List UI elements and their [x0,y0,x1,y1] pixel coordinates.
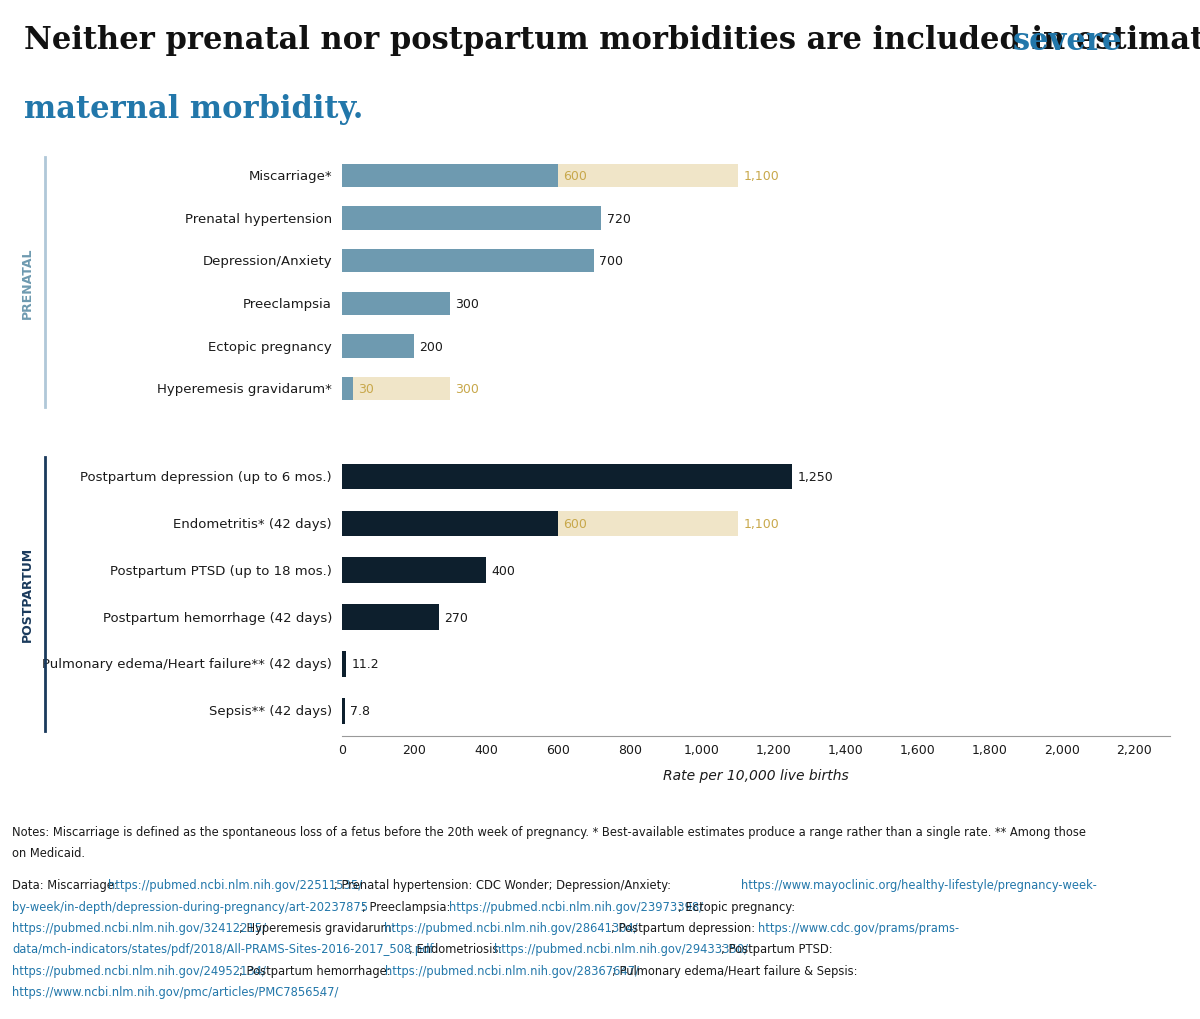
Text: data/mch-indicators/states/pdf/2018/All-PRAMS-Sites-2016-2017_508.pdf: data/mch-indicators/states/pdf/2018/All-… [12,943,433,956]
Text: 270: 270 [444,611,468,624]
Text: ; Endometriosis:: ; Endometriosis: [409,943,506,956]
Text: ; Hyperemesis gravidarum:: ; Hyperemesis gravidarum: [239,921,400,934]
Text: Hyperemesis gravidarum*: Hyperemesis gravidarum* [157,383,332,395]
Text: on Medicaid.: on Medicaid. [12,847,85,859]
Text: 300: 300 [455,298,479,311]
Text: Postpartum depression (up to 6 mos.): Postpartum depression (up to 6 mos.) [80,471,332,484]
Text: ; Prenatal hypertension: CDC Wonder; Depression/Anxiety:: ; Prenatal hypertension: CDC Wonder; Dep… [335,878,674,892]
Bar [342,292,450,316]
Text: https://pubmed.ncbi.nlm.nih.gov/24952134/: https://pubmed.ncbi.nlm.nih.gov/24952134… [12,964,266,977]
Bar [342,557,486,584]
Text: 11.2: 11.2 [352,657,379,671]
Text: ; Postpartum depression:: ; Postpartum depression: [611,921,758,934]
Text: by-week/in-depth/depression-during-pregnancy/art-20237875: by-week/in-depth/depression-during-pregn… [12,900,368,913]
Text: 7.8: 7.8 [350,704,371,717]
Bar [342,512,558,537]
Bar [342,465,792,490]
Text: https://pubmed.ncbi.nlm.nih.gov/22511535/: https://pubmed.ncbi.nlm.nih.gov/22511535… [108,878,362,892]
Text: 600: 600 [563,518,587,531]
Bar [342,378,450,401]
X-axis label: Rate per 10,000 live births: Rate per 10,000 live births [664,767,848,782]
Bar [342,250,594,273]
Bar [342,335,414,359]
Text: Data: Miscarriage:: Data: Miscarriage: [12,878,121,892]
Text: Miscarriage*: Miscarriage* [248,170,332,182]
Text: 300: 300 [455,383,479,395]
Text: 30: 30 [358,383,374,395]
Text: https://pubmed.ncbi.nlm.nih.gov/32412215/: https://pubmed.ncbi.nlm.nih.gov/32412215… [12,921,266,934]
Bar [342,207,601,230]
Text: Notes: Miscarriage is defined as the spontaneous loss of a fetus before the 20th: Notes: Miscarriage is defined as the spo… [12,825,1086,839]
Text: 1,100: 1,100 [743,518,779,531]
Text: ; Pulmonary edema/Heart failure & Sepsis:: ; Pulmonary edema/Heart failure & Sepsis… [612,964,857,977]
Bar [342,164,558,187]
Text: severe: severe [1013,25,1122,56]
Text: Postpartum hemorrhage (42 days): Postpartum hemorrhage (42 days) [103,611,332,624]
Text: 400: 400 [492,565,515,577]
Bar [342,698,344,723]
Text: 1,250: 1,250 [797,471,833,484]
Text: POSTPARTUM: POSTPARTUM [20,546,34,642]
Text: https://pubmed.ncbi.nlm.nih.gov/28641304/: https://pubmed.ncbi.nlm.nih.gov/28641304… [384,921,637,934]
Text: Prenatal hypertension: Prenatal hypertension [185,212,332,225]
Text: Depression/Anxiety: Depression/Anxiety [203,255,332,268]
Text: https://pubmed.ncbi.nlm.nih.gov/29433350/: https://pubmed.ncbi.nlm.nih.gov/29433350… [494,943,748,956]
Text: ; Postpartum PTSD:: ; Postpartum PTSD: [721,943,833,956]
Text: Sepsis** (42 days): Sepsis** (42 days) [209,704,332,717]
Text: ; Ectopic pregnancy:: ; Ectopic pregnancy: [678,900,794,913]
Bar [342,651,346,677]
Bar [342,604,439,631]
Text: 700: 700 [599,255,624,268]
Text: https://pubmed.ncbi.nlm.nih.gov/23973398/: https://pubmed.ncbi.nlm.nih.gov/23973398… [450,900,703,913]
Text: 200: 200 [420,340,443,354]
Text: ; Preeclampsia:: ; Preeclampsia: [362,900,455,913]
Text: .: . [319,985,323,999]
Text: https://www.ncbi.nlm.nih.gov/pmc/articles/PMC7856547/: https://www.ncbi.nlm.nih.gov/pmc/article… [12,985,338,999]
Text: PRENATAL: PRENATAL [20,247,34,319]
Text: 1,100: 1,100 [743,170,779,182]
Text: 600: 600 [563,170,587,182]
Bar [342,378,353,401]
Bar [342,164,738,187]
Bar [342,512,738,537]
Text: Preeclampsia: Preeclampsia [244,298,332,311]
Text: Pulmonary edema/Heart failure** (42 days): Pulmonary edema/Heart failure** (42 days… [42,657,332,671]
Text: https://pubmed.ncbi.nlm.nih.gov/28367647/: https://pubmed.ncbi.nlm.nih.gov/28367647… [385,964,638,977]
Text: https://www.cdc.gov/prams/prams-: https://www.cdc.gov/prams/prams- [757,921,959,934]
Text: 720: 720 [606,212,630,225]
Text: Ectopic pregnancy: Ectopic pregnancy [209,340,332,354]
Text: Postpartum PTSD (up to 18 mos.): Postpartum PTSD (up to 18 mos.) [110,565,332,577]
Text: https://www.mayoclinic.org/healthy-lifestyle/pregnancy-week-: https://www.mayoclinic.org/healthy-lifes… [742,878,1097,892]
Text: ; Postpartum hemorrhage:: ; Postpartum hemorrhage: [239,964,395,977]
Text: maternal morbidity.: maternal morbidity. [24,94,364,124]
Text: Neither prenatal nor postpartum morbidities are included in estimates of: Neither prenatal nor postpartum morbidit… [24,25,1200,56]
Text: Endometritis* (42 days): Endometritis* (42 days) [174,518,332,531]
